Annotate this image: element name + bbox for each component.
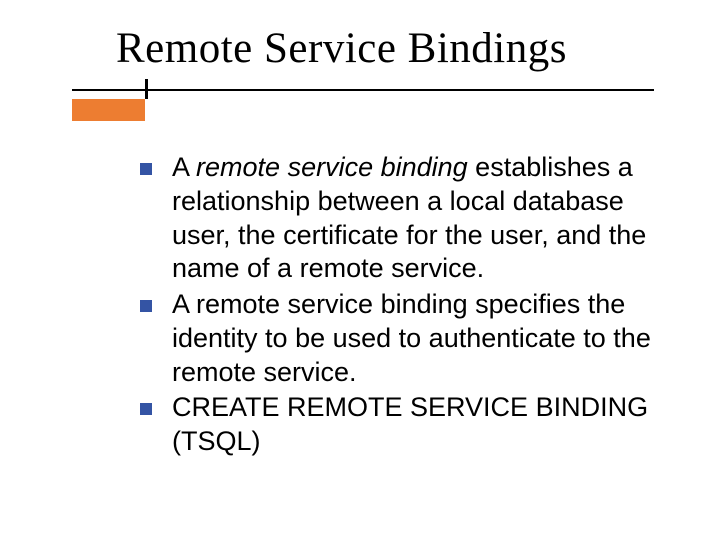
bullet-square-icon (140, 300, 152, 312)
bullet-italic: remote service binding (196, 152, 468, 182)
rule-tick (145, 79, 148, 99)
bullet-text: A remote service binding establishes a r… (172, 151, 660, 286)
slide: Remote Service Bindings A remote service… (0, 0, 720, 540)
title-wrap: Remote Service Bindings (116, 24, 680, 73)
rule-accent (72, 99, 145, 121)
slide-title: Remote Service Bindings (116, 24, 680, 73)
bullet-square-icon (140, 163, 152, 175)
bullet-item: CREATE REMOTE SERVICE BINDING (TSQL) (140, 391, 660, 459)
bullet-suffix: A remote service binding specifies the i… (172, 289, 651, 387)
bullet-text: A remote service binding specifies the i… (172, 288, 660, 389)
bullet-item: A remote service binding establishes a r… (140, 151, 660, 286)
rule-line (72, 89, 654, 91)
bullet-prefix: A (172, 152, 196, 182)
bullet-suffix: CREATE REMOTE SERVICE BINDING (TSQL) (172, 392, 648, 456)
slide-body: A remote service binding establishes a r… (140, 151, 660, 459)
bullet-text: CREATE REMOTE SERVICE BINDING (TSQL) (172, 391, 660, 459)
bullet-square-icon (140, 403, 152, 415)
bullet-item: A remote service binding specifies the i… (140, 288, 660, 389)
title-rule (40, 79, 680, 107)
